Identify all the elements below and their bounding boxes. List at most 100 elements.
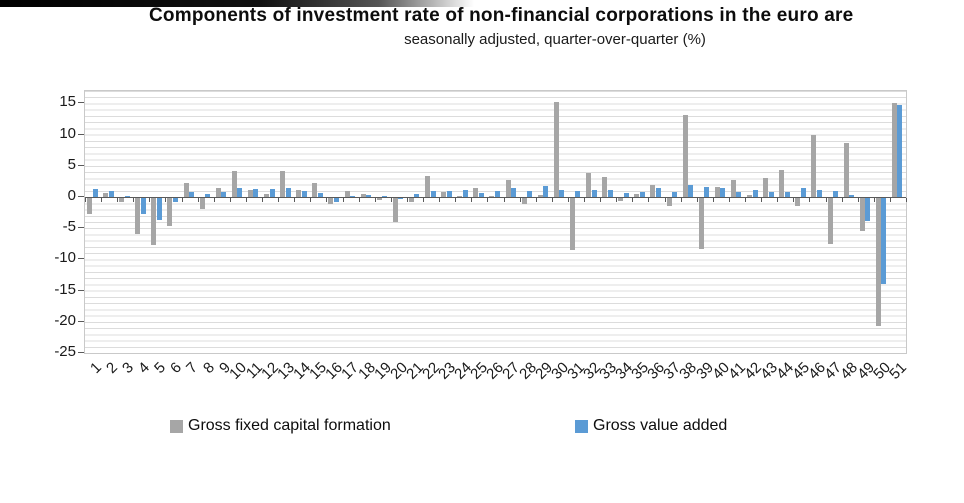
bar-gva-14 xyxy=(301,190,307,198)
bar-gfcf-4 xyxy=(135,198,141,235)
bar-gfcf-45 xyxy=(795,198,801,206)
category-tick xyxy=(117,198,119,203)
bar-gva-9 xyxy=(221,192,227,198)
bar-gva-36 xyxy=(655,187,661,198)
category-tick xyxy=(294,198,296,203)
bar-gva-21 xyxy=(414,193,420,198)
category-tick xyxy=(406,198,408,203)
category-tick xyxy=(181,198,183,203)
y-tick-label: 0 xyxy=(67,187,76,205)
bar-gfcf-31 xyxy=(569,198,575,250)
bar-gva-19 xyxy=(382,196,388,198)
bar-gfcf-38 xyxy=(682,114,688,198)
bar-gfcf-24 xyxy=(457,195,463,198)
category-tick xyxy=(761,198,763,203)
category-tick xyxy=(616,198,618,203)
y-tick-mark xyxy=(78,258,84,260)
bar-gva-33 xyxy=(607,189,613,198)
category-tick xyxy=(841,198,843,203)
bar-gfcf-8 xyxy=(199,198,205,210)
bar-gfcf-6 xyxy=(167,198,173,227)
y-tick-mark xyxy=(78,133,84,135)
bar-gva-44 xyxy=(784,192,790,198)
bar-gfcf-40 xyxy=(714,187,720,198)
bar-gfcf-32 xyxy=(586,173,592,198)
bar-gfcf-15 xyxy=(312,182,318,198)
bar-gfcf-10 xyxy=(231,171,237,198)
bar-gfcf-46 xyxy=(811,134,817,198)
y-tick-label: 5 xyxy=(67,155,76,173)
category-tick xyxy=(696,198,698,203)
plot-area xyxy=(84,90,907,354)
category-tick xyxy=(101,198,103,203)
bar-gfcf-17 xyxy=(344,191,350,198)
bar-gfcf-18 xyxy=(360,193,366,198)
bar-gfcf-16 xyxy=(328,198,334,205)
category-tick xyxy=(197,198,199,203)
bar-gfcf-36 xyxy=(650,185,656,198)
bar-gva-1 xyxy=(92,188,98,198)
bar-gfcf-43 xyxy=(763,178,769,198)
category-tick xyxy=(906,198,907,203)
bar-gva-22 xyxy=(430,191,436,198)
category-tick xyxy=(712,198,714,203)
category-tick xyxy=(165,198,167,203)
bar-gfcf-33 xyxy=(602,177,608,198)
bar-gva-28 xyxy=(527,190,533,198)
category-tick xyxy=(519,198,521,203)
bar-gva-41 xyxy=(736,192,742,198)
bar-gva-46 xyxy=(816,190,822,198)
bar-gva-18 xyxy=(366,194,372,198)
category-tick xyxy=(745,198,747,203)
bar-gfcf-48 xyxy=(843,142,849,198)
bar-gfcf-14 xyxy=(296,189,302,198)
bar-gva-11 xyxy=(253,188,259,198)
bar-gva-40 xyxy=(720,188,726,198)
bar-gva-24 xyxy=(462,190,468,198)
zero-axis-line xyxy=(85,197,906,199)
bar-gva-39 xyxy=(704,187,710,198)
y-tick-label: -25 xyxy=(54,343,76,360)
category-tick xyxy=(857,198,859,203)
bar-gfcf-47 xyxy=(827,198,833,244)
y-tick-label: -15 xyxy=(54,280,76,298)
y-tick-mark xyxy=(78,227,84,229)
bar-gva-47 xyxy=(833,190,838,198)
chart-title: Components of investment rate of non-fin… xyxy=(149,5,854,26)
bar-gva-34 xyxy=(623,192,629,198)
category-tick xyxy=(342,198,344,203)
category-tick xyxy=(825,198,827,203)
category-tick xyxy=(889,198,891,203)
bar-gva-48 xyxy=(849,195,855,198)
bar-gfcf-35 xyxy=(634,193,640,198)
y-tick-mark xyxy=(78,164,84,166)
category-tick xyxy=(149,198,151,203)
category-tick xyxy=(310,198,312,203)
bar-gfcf-34 xyxy=(618,198,624,202)
category-tick xyxy=(85,198,86,203)
bar-gva-4 xyxy=(140,198,146,214)
bar-gfcf-39 xyxy=(698,198,704,249)
bar-gfcf-27 xyxy=(505,179,511,198)
bar-gva-2 xyxy=(108,190,114,198)
category-tick xyxy=(278,198,280,203)
bar-gva-23 xyxy=(446,190,452,198)
category-tick xyxy=(777,198,779,203)
category-tick xyxy=(873,198,875,203)
bar-gfcf-37 xyxy=(666,198,672,206)
category-tick xyxy=(455,198,457,203)
bar-gfcf-7 xyxy=(183,183,189,198)
y-tick-mark xyxy=(78,289,84,291)
bar-gva-45 xyxy=(800,188,806,198)
legend-swatch-gray xyxy=(170,419,183,433)
bar-gva-3 xyxy=(124,196,130,198)
category-tick xyxy=(584,198,586,203)
chart-subtitle: seasonally adjusted, quarter-over-quarte… xyxy=(404,31,706,48)
bar-gva-30 xyxy=(559,190,565,198)
legend: Gross fixed capital formation Gross valu… xyxy=(0,415,964,439)
bar-gva-15 xyxy=(317,192,323,198)
bar-gva-43 xyxy=(768,192,774,198)
bar-gfcf-22 xyxy=(425,176,431,198)
bar-gfcf-3 xyxy=(119,198,125,202)
